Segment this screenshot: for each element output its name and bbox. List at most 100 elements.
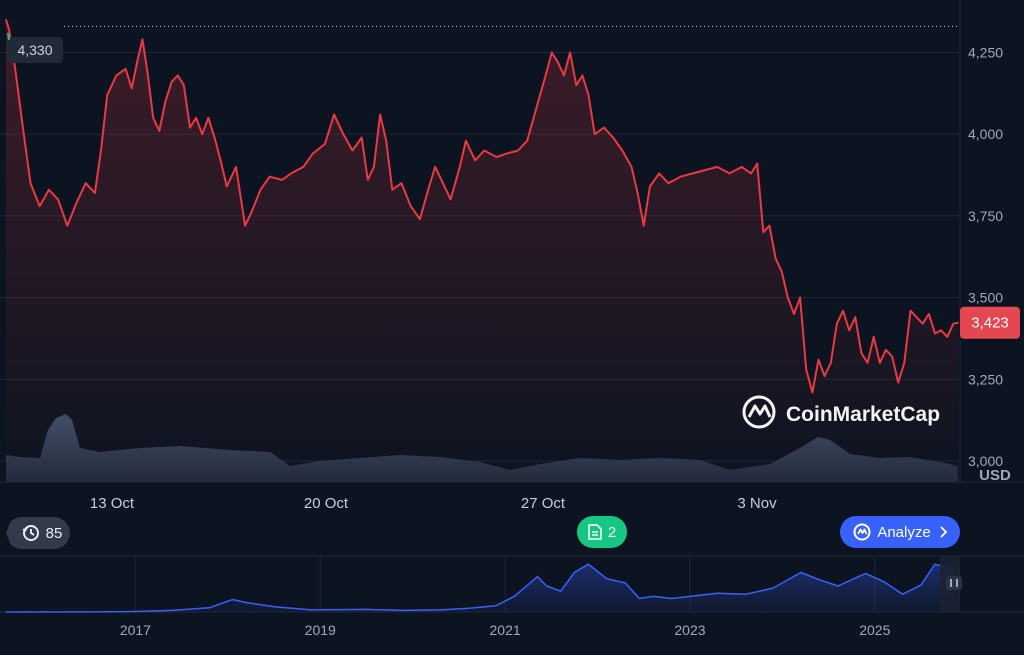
cmc-logo-icon (742, 395, 776, 429)
price-point (756, 162, 758, 165)
x-tick-label: 27 Oct (521, 495, 566, 512)
price-point (244, 224, 246, 227)
price-point (587, 94, 590, 96)
overview-x-tick-label: 2025 (859, 622, 890, 638)
price-point (630, 166, 633, 168)
overview-line (5, 563, 954, 613)
price-point (124, 68, 127, 70)
price-point (575, 84, 578, 86)
price-point (768, 224, 771, 227)
price-point (351, 149, 354, 152)
price-point (38, 205, 41, 207)
y-tick-label: 3,500 (968, 290, 1003, 306)
price-point (115, 74, 118, 77)
price-point (195, 117, 197, 119)
history-badge[interactable]: 85 (6, 517, 70, 549)
price-point (603, 126, 605, 129)
price-point (235, 166, 237, 168)
price-point (940, 329, 942, 332)
price-point (428, 185, 430, 188)
price-point (885, 349, 887, 351)
price-point (636, 192, 639, 194)
current-price-badge: 3,423 (960, 306, 1020, 339)
start-marker (7, 32, 10, 41)
price-point (94, 192, 96, 194)
price-point (836, 322, 838, 325)
price-point (854, 316, 857, 319)
price-points (5, 19, 959, 394)
price-point (5, 19, 7, 21)
price-point (830, 362, 832, 364)
price-point (811, 391, 814, 394)
price-point (921, 322, 924, 325)
price-point (333, 113, 335, 116)
price-point (391, 188, 394, 191)
x-tick-label: 13 Oct (90, 495, 135, 512)
price-point (379, 113, 381, 116)
price-point (621, 149, 624, 152)
y-tick-label: 3,250 (968, 371, 1003, 387)
price-point (897, 381, 899, 384)
price-point (544, 74, 547, 77)
range-handle-icon[interactable] (946, 576, 962, 590)
watermark-text: CoinMarketCap (786, 403, 940, 426)
price-point (716, 166, 719, 168)
price-point (57, 198, 59, 201)
price-point (866, 362, 869, 364)
price-point (207, 117, 210, 119)
price-point (557, 61, 559, 64)
high-price-text: 4,330 (17, 42, 52, 58)
price-point (66, 224, 69, 227)
price-point (8, 28, 10, 31)
price-point (762, 231, 765, 233)
high-price-label: 4,330 (7, 37, 63, 63)
price-point (581, 74, 584, 77)
current-price-text: 3,423 (971, 315, 1009, 332)
x-tick-label: 20 Oct (304, 495, 349, 512)
price-point (842, 309, 844, 312)
price-point (183, 84, 185, 86)
price-point (14, 68, 16, 70)
price-point (189, 126, 191, 129)
cmc-logo-icon (853, 523, 871, 541)
price-point (903, 362, 906, 364)
price-point (952, 322, 955, 325)
price-point (176, 74, 179, 77)
price-point (29, 182, 32, 184)
price-point (774, 257, 777, 260)
price-point (259, 188, 262, 191)
currency-label: USD (979, 467, 1011, 484)
price-point (219, 159, 222, 162)
price-point (799, 296, 801, 299)
price-point (48, 188, 50, 191)
price-point (22, 126, 24, 129)
price-point (787, 296, 789, 299)
price-point (158, 130, 161, 132)
price-area-fill (6, 19, 958, 483)
price-point (137, 58, 139, 60)
overview-navigator[interactable]: 2017 2019 2021 2023 2025 (0, 555, 1024, 638)
analyze-button[interactable]: Analyze (840, 516, 960, 548)
price-point (848, 329, 850, 332)
price-point (593, 133, 596, 135)
price-point (915, 316, 918, 319)
y-tick-label: 4,250 (968, 44, 1003, 60)
price-point (268, 175, 271, 178)
document-icon (588, 524, 602, 540)
price-point (409, 205, 412, 207)
price-point (100, 149, 102, 152)
watermark: CoinMarketCap (742, 395, 940, 429)
price-point (780, 270, 783, 273)
price-point (692, 172, 694, 175)
price-point (823, 375, 826, 377)
price-point (879, 362, 881, 364)
price-point (793, 313, 795, 315)
price-point (495, 156, 498, 158)
price-point (419, 218, 421, 220)
price-point (909, 309, 912, 312)
price-point (658, 172, 660, 175)
price-point (465, 139, 467, 142)
notes-badge[interactable]: 2 (577, 516, 627, 548)
history-count: 85 (45, 524, 63, 542)
